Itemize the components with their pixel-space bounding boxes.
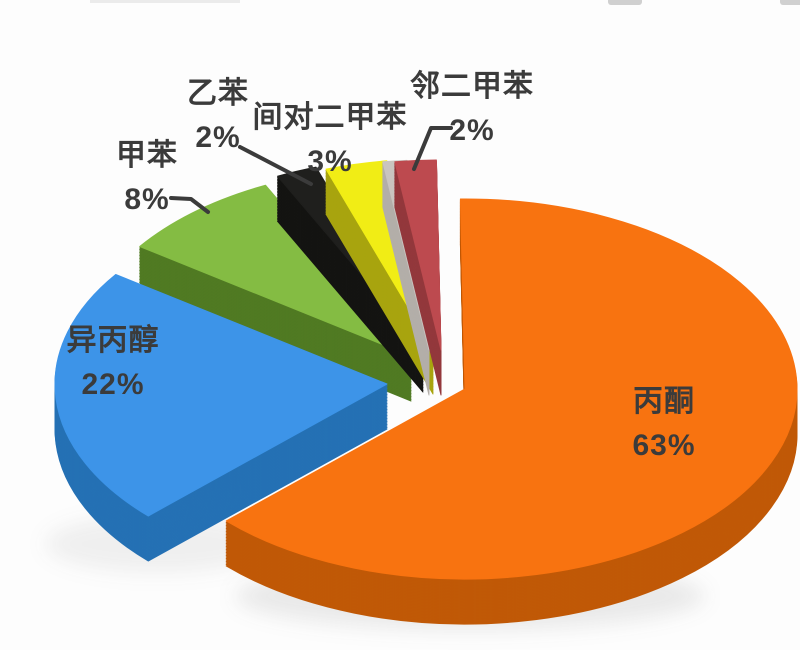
leader-line-o-xylene: [412, 126, 453, 171]
pie-slice-isopropanol: [54, 274, 388, 562]
slice-percent: 2%: [449, 114, 495, 147]
pie-separator-sliver: [382, 159, 430, 396]
slice-label-o-xylene: 邻二甲苯 2%: [410, 65, 534, 153]
slice-name: 甲苯: [116, 139, 178, 172]
slice-percent: 8%: [124, 183, 170, 216]
slice-label-mp-xylene: 间对二甲苯 3%: [253, 96, 408, 184]
slice-percent: 3%: [307, 145, 353, 178]
slice-name: 乙苯: [187, 77, 249, 110]
slice-percent: 63%: [632, 429, 696, 462]
cropped-text-artifact: [780, 0, 800, 5]
slice-label-isopropanol: 异丙醇 22%: [67, 319, 160, 407]
pie-slice-mp-xylene: [325, 160, 434, 395]
leader-line-ethylbenzene: [238, 145, 313, 186]
slice-label-acetone: 丙酮 63%: [632, 380, 695, 468]
slice-name: 异丙醇: [66, 324, 160, 357]
slice-name: 丙酮: [632, 385, 695, 418]
slice-label-toluene: 甲苯 8%: [116, 134, 178, 222]
slice-name: 间对二甲苯: [252, 101, 408, 134]
slice-percent: 2%: [195, 121, 241, 154]
cropped-text-artifact: [90, 0, 240, 3]
pie-slice-toluene: [139, 184, 412, 402]
pie-slice-acetone: [225, 198, 798, 625]
slice-percent: 22%: [81, 368, 145, 401]
slice-label-ethylbenzene: 乙苯 2%: [187, 72, 249, 160]
pie-slice-o-xylene: [394, 159, 442, 396]
leader-line-toluene: [169, 196, 210, 214]
slice-name: 邻二甲苯: [410, 70, 534, 103]
cropped-text-artifact: [608, 0, 642, 5]
